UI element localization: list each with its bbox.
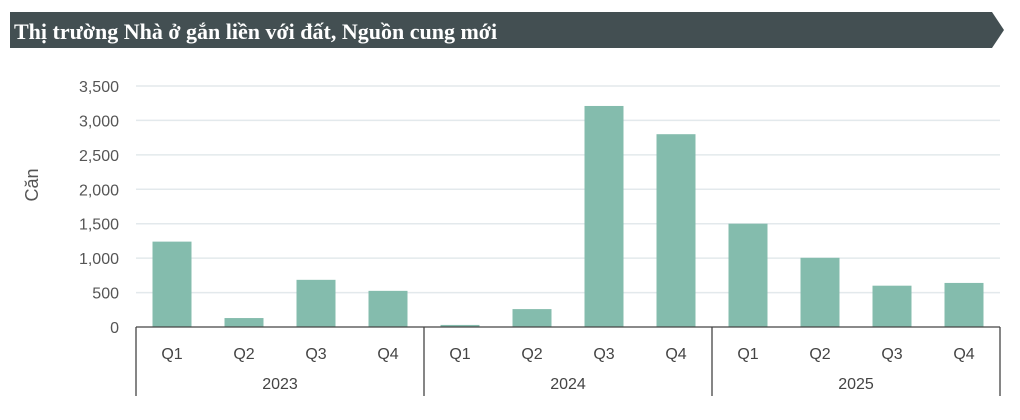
x-tick-label: Q3 xyxy=(881,346,902,363)
x-tick-label: Q4 xyxy=(953,346,974,363)
x-tick-label: Q2 xyxy=(233,346,254,363)
y-tick-label: 1,500 xyxy=(79,217,119,234)
bar-2024-Q1 xyxy=(440,324,480,327)
y-axis-label: Căn xyxy=(22,168,42,201)
bar-2023-Q4 xyxy=(368,290,408,327)
group-label: 2024 xyxy=(550,376,586,393)
title-banner xyxy=(10,12,1004,48)
bar-2025-Q1 xyxy=(728,223,768,327)
x-tick-label: Q1 xyxy=(161,346,182,363)
y-tick-label: 2,000 xyxy=(79,182,119,199)
x-tick-label: Q4 xyxy=(665,346,686,363)
bar-2024-Q3 xyxy=(584,105,624,328)
bar-2025-Q3 xyxy=(872,285,912,327)
x-tick-label: Q1 xyxy=(737,346,758,363)
x-tick-label: Q2 xyxy=(521,346,542,363)
x-tick-label: Q4 xyxy=(377,346,398,363)
x-tick-label: Q3 xyxy=(305,346,326,363)
bar-2023-Q3 xyxy=(296,279,336,327)
bar-2025-Q4 xyxy=(944,282,984,327)
bar-2025-Q2 xyxy=(800,257,840,327)
bar-2023-Q1 xyxy=(152,241,192,327)
x-tick-label: Q3 xyxy=(593,346,614,363)
bar-2024-Q4 xyxy=(656,134,696,327)
group-label: 2025 xyxy=(838,376,874,393)
y-tick-label: 500 xyxy=(92,286,119,303)
y-tick-label: 3,000 xyxy=(79,113,119,130)
group-label: 2023 xyxy=(262,376,298,393)
y-tick-label: 0 xyxy=(110,320,119,337)
y-tick-label: 2,500 xyxy=(79,148,119,165)
x-tick-label: Q1 xyxy=(449,346,470,363)
y-tick-label: 1,000 xyxy=(79,251,119,268)
bar-2024-Q2 xyxy=(512,309,552,327)
y-tick-label: 3,500 xyxy=(79,79,119,96)
chart-title: Thị trường Nhà ở gắn liền với đất, Nguồn… xyxy=(14,19,498,44)
x-tick-label: Q2 xyxy=(809,346,830,363)
bar-2023-Q2 xyxy=(224,318,264,327)
